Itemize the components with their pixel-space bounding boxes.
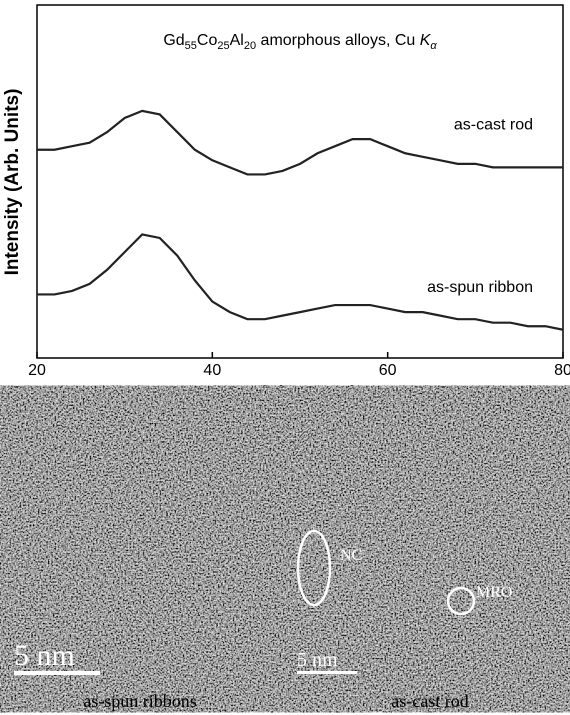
mro-outline (446, 586, 476, 616)
y-axis-label: Intensity (Arb. Units) (2, 89, 23, 276)
title-part: Al (230, 32, 244, 49)
image-caption: as-spun ribbons (83, 691, 197, 711)
title-part: 20 (244, 40, 256, 52)
x-axis-label: 2 θ (Degree) (243, 383, 357, 405)
scale-bar-label: 5 nm (14, 639, 75, 672)
series-line (37, 233, 564, 331)
title-part: α (430, 40, 437, 52)
x-tick-label: 60 (379, 362, 397, 379)
tem-image (0, 413, 283, 685)
x-tick-label: 20 (28, 362, 46, 379)
title-part: 55 (185, 40, 197, 52)
chart-title: Gd55Co25Al20 amorphous alloys, Cu Kα (163, 32, 437, 52)
title-part: amorphous alloys, Cu (256, 32, 420, 49)
series-label: as-cast rod (454, 116, 533, 133)
annotation: MRO (476, 584, 512, 601)
scale-bar-label: 5 nm (297, 649, 338, 671)
plot-frame (36, 4, 564, 359)
image-caption: as-cast rod (391, 691, 468, 711)
x-tick-label: 40 (203, 362, 221, 379)
title-part: K (420, 32, 432, 49)
title-part: Gd (163, 32, 184, 49)
nc-outline (296, 529, 332, 607)
scale-bar (297, 671, 357, 674)
x-tick-label: 80 (554, 362, 570, 379)
tem-image (290, 413, 570, 685)
annotation: NC (340, 547, 362, 564)
series-label: as-spun ribbon (427, 279, 533, 296)
series-line (37, 109, 563, 176)
scale-bar (14, 671, 100, 675)
title-part: Co (197, 32, 218, 49)
title-part: 25 (217, 40, 229, 52)
